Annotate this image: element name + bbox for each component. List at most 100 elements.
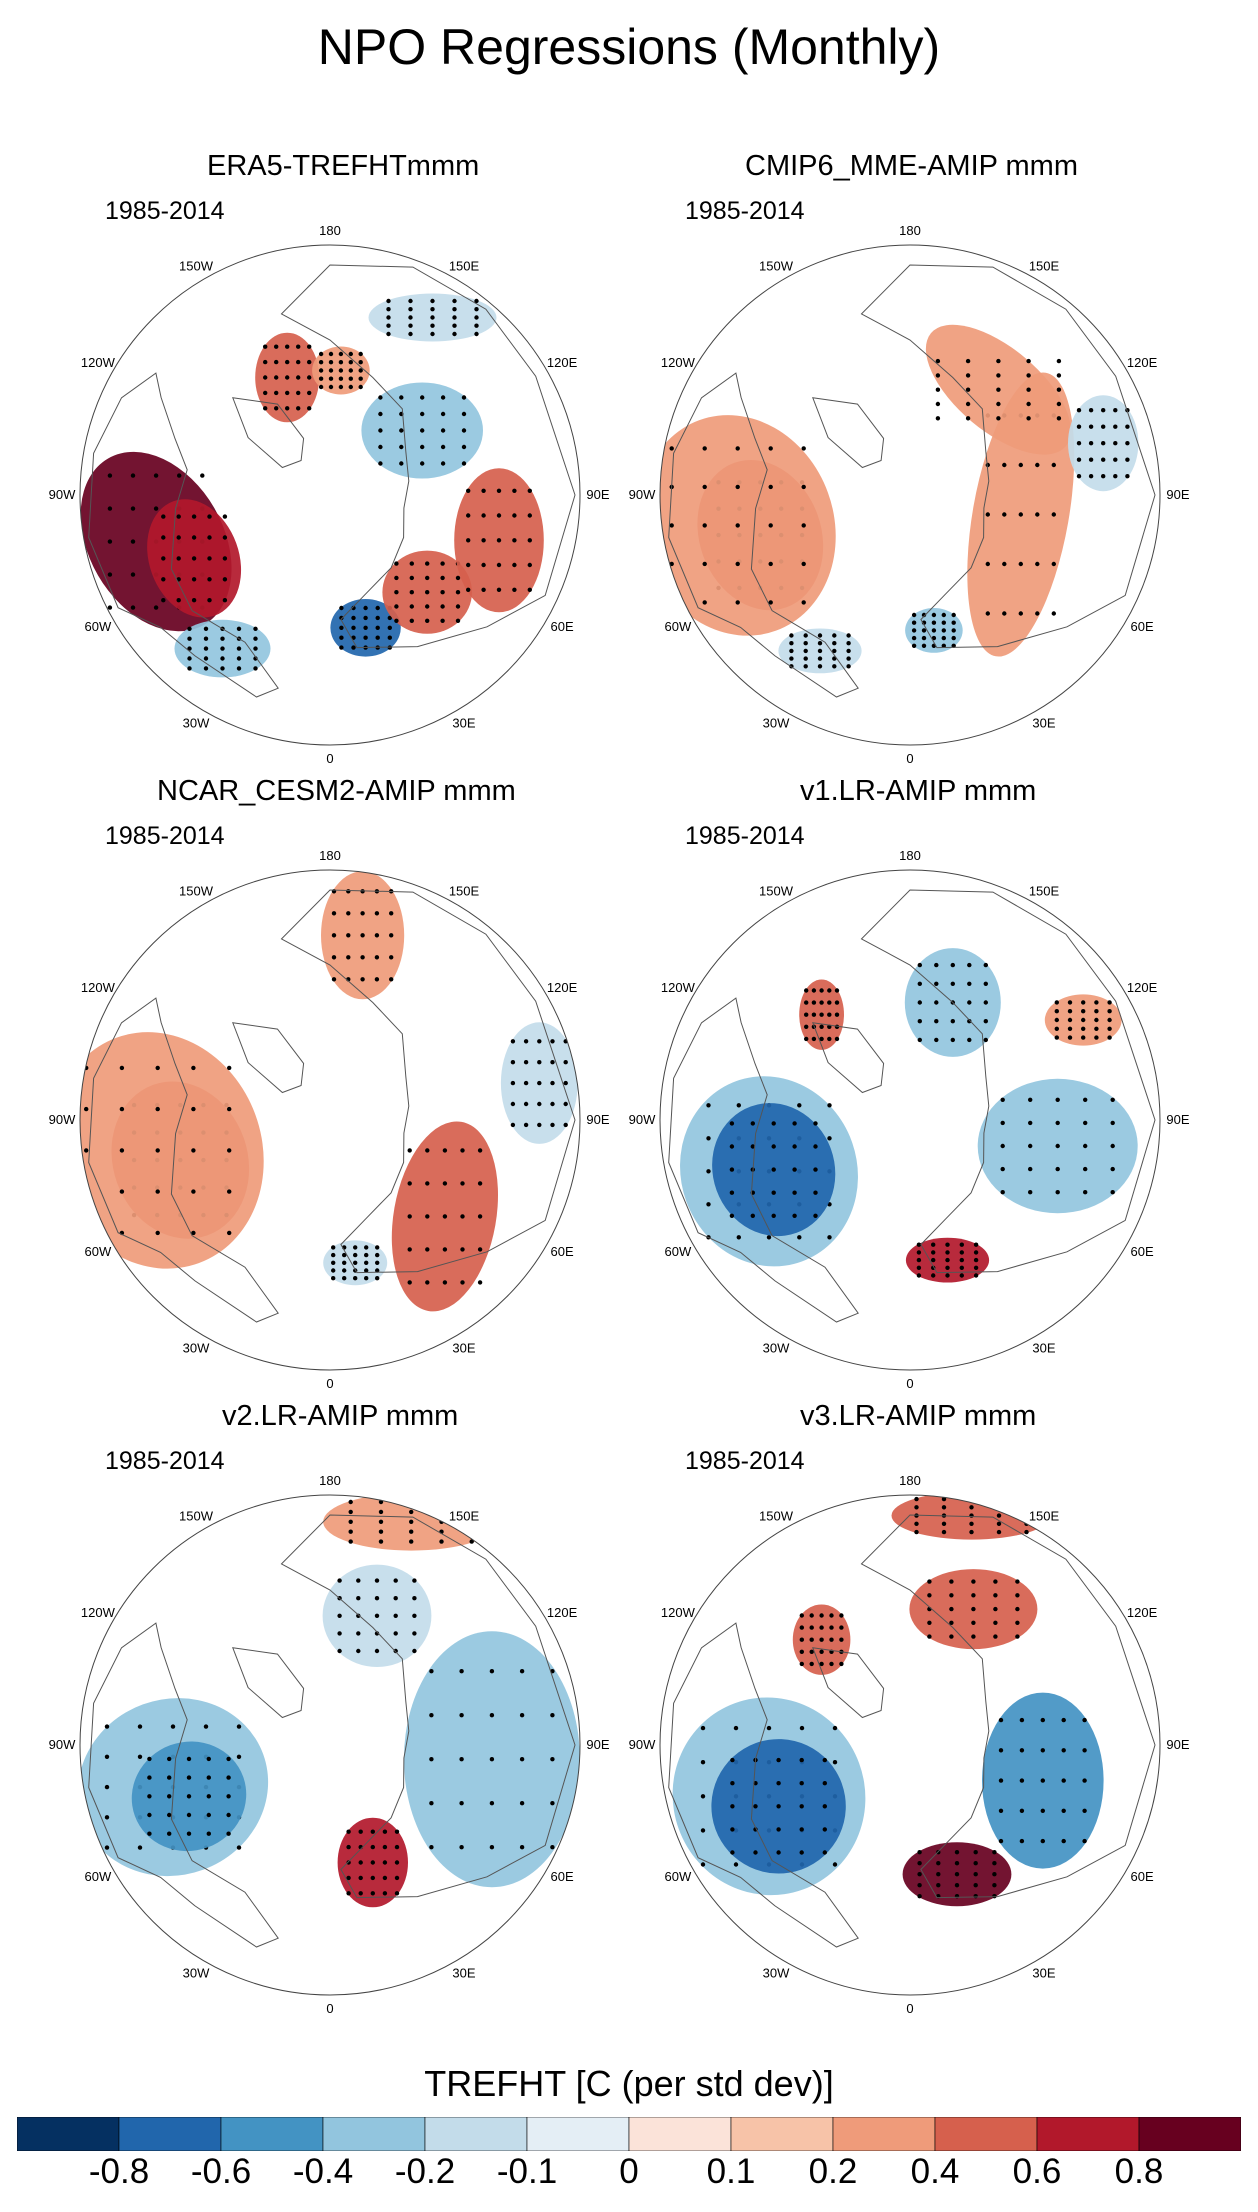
significance-dot <box>147 1812 152 1818</box>
significance-dot <box>1094 1026 1099 1031</box>
significance-dot <box>973 1257 979 1263</box>
significance-dot <box>440 604 445 609</box>
significance-dot <box>998 1808 1004 1813</box>
significance-dot <box>735 484 740 490</box>
significance-dot <box>917 981 922 986</box>
significance-dot <box>914 1505 919 1510</box>
significance-dot <box>911 635 917 641</box>
significance-dot <box>965 401 971 407</box>
significance-dot <box>1055 1097 1060 1102</box>
significance-dot <box>537 1122 542 1128</box>
significance-dot <box>537 1101 542 1107</box>
map-panel-ncar-cesm2: NCAR_CESM2-AMIP mmm 1985-2014 180 150E 120… <box>49 775 660 1391</box>
significance-dot <box>191 1148 196 1153</box>
significance-dot <box>1081 1009 1086 1014</box>
significance-dot <box>382 1844 388 1850</box>
significance-dot <box>750 1121 755 1126</box>
significance-dot <box>206 1831 211 1836</box>
significance-dot <box>440 411 446 417</box>
polar-map: 180 150E 120E 90E 60E 30E 0 30W 60W 90W 120W 150W <box>49 1473 610 2016</box>
colorbar-swatch <box>526 2117 630 2151</box>
significance-dot <box>459 1669 464 1674</box>
map-field <box>660 1495 1160 1995</box>
significance-dot <box>466 538 471 543</box>
colorbar-tick-label: -0.2 <box>394 2152 456 2191</box>
significance-dot <box>550 1039 555 1044</box>
panel-period: 1985-2014 <box>105 822 225 850</box>
significance-dot <box>1040 1838 1045 1844</box>
significance-dot <box>998 1748 1004 1753</box>
significance-dot <box>425 604 430 609</box>
significance-dot <box>519 1669 525 1674</box>
significance-dot <box>1051 561 1056 567</box>
significance-dot <box>985 512 990 517</box>
significance-dot <box>941 620 946 625</box>
significance-dot <box>967 981 972 986</box>
significance-dot <box>799 1827 804 1832</box>
significance-dot <box>84 1189 89 1194</box>
significance-dot <box>348 376 353 381</box>
longitude-label: 150E <box>449 1508 480 1523</box>
significance-dot <box>328 384 334 390</box>
significance-dot <box>353 1252 358 1258</box>
significance-dot <box>420 395 425 400</box>
significance-dot <box>459 1845 464 1850</box>
significance-dot <box>822 1827 827 1832</box>
significance-dot <box>375 625 380 630</box>
significance-dot <box>801 523 806 528</box>
significance-dot <box>706 1136 711 1141</box>
significance-dot <box>439 1499 444 1505</box>
significance-dot <box>512 538 517 543</box>
significance-dot <box>84 1148 89 1153</box>
significance-dot <box>407 1148 412 1153</box>
significance-dot <box>771 1144 776 1149</box>
significance-dot <box>832 633 837 638</box>
longitude-label: 30E <box>1032 1966 1055 1981</box>
significance-dot <box>527 587 532 592</box>
significance-dot <box>1061 1748 1066 1753</box>
significance-dot <box>1101 474 1106 479</box>
significance-dot <box>768 446 773 451</box>
significance-dot <box>220 656 225 661</box>
longitude-label: 150E <box>1029 883 1060 898</box>
significance-dot <box>819 1000 824 1005</box>
significance-dot <box>700 1725 706 1731</box>
significance-dot <box>550 1713 555 1718</box>
significance-dot <box>954 1850 960 1855</box>
significance-dot <box>1113 408 1118 413</box>
map-field <box>80 870 580 1370</box>
colorbar-tick-label: 0.4 <box>910 2152 960 2191</box>
significance-dot <box>1088 424 1094 429</box>
significance-dot <box>455 604 461 609</box>
significance-dot <box>203 656 209 661</box>
significance-dot <box>176 598 181 603</box>
significance-dot <box>440 575 445 581</box>
significance-dot <box>729 1190 735 1195</box>
significance-dot <box>104 1754 110 1759</box>
longitude-label: 180 <box>899 1473 921 1488</box>
significance-dot <box>387 645 392 650</box>
significance-dot <box>819 988 824 993</box>
significance-dot <box>1067 1009 1073 1014</box>
longitude-label: 60W <box>665 1244 692 1259</box>
significance-dot <box>1028 1190 1033 1195</box>
coastline <box>232 1022 305 1094</box>
longitude-label: 30W <box>763 1341 790 1356</box>
significance-dot <box>353 1260 358 1265</box>
significance-dot <box>318 384 324 390</box>
longitude-label: 90W <box>629 1737 656 1752</box>
significance-dot <box>971 1620 976 1625</box>
significance-dot <box>993 1579 998 1584</box>
significance-dot <box>220 636 225 641</box>
significance-dot <box>996 1496 1002 1502</box>
significance-dot <box>387 615 392 621</box>
significance-dot <box>236 626 242 631</box>
significance-dot <box>399 428 404 433</box>
coastline <box>668 997 859 1323</box>
longitude-label: 150W <box>759 258 794 273</box>
significance-dot <box>353 1276 358 1281</box>
significance-dot <box>227 1065 232 1071</box>
significance-dot <box>364 1276 369 1281</box>
significance-dot <box>941 628 946 633</box>
polar-map: 180 150E 120E 90E 60E 30E 0 30W 60W 90W 120W 150W <box>49 223 610 766</box>
